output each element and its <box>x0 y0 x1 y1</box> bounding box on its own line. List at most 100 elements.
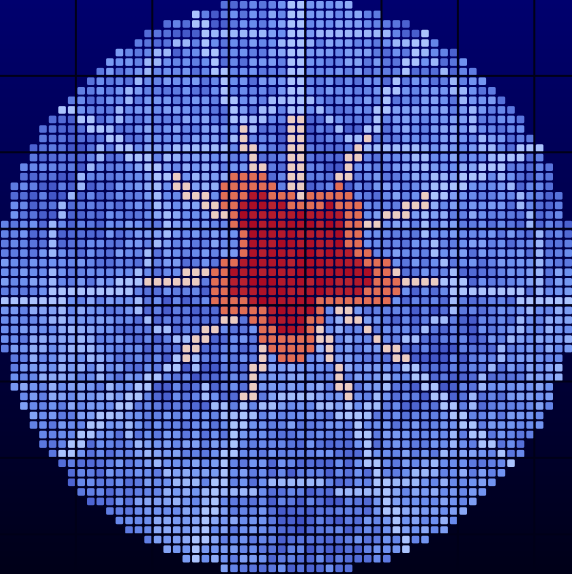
cell <box>77 268 85 276</box>
cell <box>29 268 38 276</box>
cell <box>192 325 200 334</box>
cell <box>10 220 19 229</box>
cell <box>421 182 429 191</box>
cell <box>402 20 410 28</box>
cell <box>87 153 95 162</box>
cell <box>478 297 487 305</box>
cell <box>278 125 286 133</box>
cell <box>373 96 382 105</box>
cell <box>516 354 525 362</box>
cell <box>125 507 133 515</box>
cell <box>106 96 114 105</box>
cell <box>459 402 467 410</box>
cell <box>278 153 286 162</box>
cell <box>316 258 324 267</box>
cell <box>354 230 362 238</box>
cell <box>325 383 334 391</box>
cell <box>526 383 534 391</box>
cell <box>67 383 76 391</box>
cell <box>497 153 506 162</box>
cell <box>335 77 343 85</box>
cell <box>201 39 210 47</box>
cell <box>335 278 343 286</box>
cell <box>58 335 66 343</box>
cell <box>430 354 439 362</box>
cell <box>459 220 467 229</box>
cell <box>48 115 57 124</box>
cell <box>268 488 276 496</box>
cell <box>163 363 171 372</box>
cell <box>163 316 171 324</box>
cell <box>287 201 296 210</box>
cell <box>507 440 515 448</box>
cell <box>392 268 401 276</box>
cell <box>87 115 95 124</box>
cell <box>230 316 238 324</box>
cell <box>287 115 296 124</box>
cell <box>411 96 420 105</box>
cell <box>77 392 85 401</box>
cell <box>39 201 47 210</box>
cell <box>249 125 257 133</box>
cell <box>67 182 76 191</box>
cell <box>67 421 76 429</box>
cell <box>488 421 496 429</box>
cell <box>278 402 286 410</box>
cell <box>344 325 353 334</box>
cell <box>535 182 544 191</box>
cell <box>373 48 382 57</box>
cell <box>48 220 57 229</box>
cell <box>297 335 305 343</box>
cell <box>153 392 162 401</box>
cell <box>201 325 210 334</box>
cell <box>363 29 372 38</box>
cell <box>354 211 362 219</box>
cell <box>516 335 525 343</box>
cell <box>278 192 286 200</box>
cell <box>268 20 276 28</box>
cell <box>278 287 286 296</box>
cell <box>39 363 47 372</box>
cell <box>497 106 506 114</box>
cell <box>249 373 257 382</box>
cell <box>488 402 496 410</box>
cell <box>230 440 238 448</box>
cell <box>449 469 458 477</box>
cell <box>211 115 219 124</box>
cell <box>516 449 525 458</box>
cell <box>478 373 487 382</box>
cell <box>373 535 382 544</box>
cell <box>306 287 315 296</box>
cell <box>134 402 143 410</box>
cell <box>58 192 66 200</box>
cell <box>478 402 487 410</box>
cell <box>258 478 267 487</box>
cell <box>220 96 229 105</box>
cell <box>459 239 467 248</box>
cell <box>182 39 191 47</box>
cell <box>134 153 143 162</box>
cell <box>67 459 76 467</box>
cell <box>516 258 525 267</box>
cell <box>344 287 353 296</box>
cell <box>344 392 353 401</box>
cell <box>297 96 305 105</box>
cell <box>411 48 420 57</box>
cell <box>392 497 401 506</box>
cell <box>239 325 248 334</box>
cell <box>325 20 334 28</box>
cell <box>87 106 95 114</box>
cell <box>344 87 353 95</box>
cell <box>383 268 391 276</box>
cell <box>383 478 391 487</box>
cell <box>306 278 315 286</box>
cell <box>258 125 267 133</box>
cell <box>106 497 114 506</box>
cell <box>287 287 296 296</box>
cell <box>106 287 114 296</box>
cell <box>554 249 563 257</box>
cell <box>526 163 534 171</box>
cell <box>316 278 324 286</box>
cell <box>201 516 210 525</box>
cell <box>478 258 487 267</box>
